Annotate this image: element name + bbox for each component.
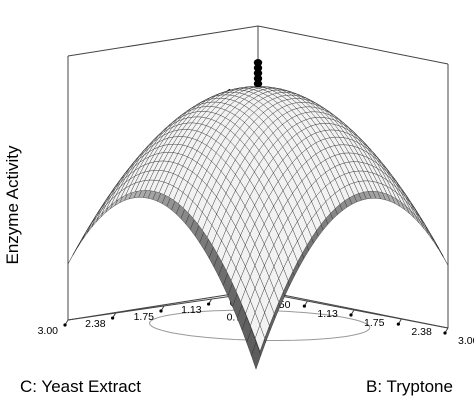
x-axis-title: B: Tryptone (366, 377, 453, 396)
design-point (253, 59, 263, 67)
x-tick-dot (302, 304, 306, 308)
surface-cell (255, 324, 265, 352)
z-axis-title: Enzyme Activity (3, 145, 22, 265)
design-point (253, 80, 263, 88)
response-surface (67, 86, 449, 370)
y-axis-ticks: 0.501.131.752.383.00 (38, 291, 261, 337)
y-tick-label: 1.13 (181, 304, 202, 316)
x-tick-label: 1.13 (317, 308, 338, 320)
design-point (253, 74, 263, 83)
top-edge (257, 25, 449, 65)
surface-cell (87, 216, 97, 233)
x-tick-dot (443, 331, 447, 335)
top-edge (67, 25, 259, 57)
y-tick-dot (159, 309, 163, 313)
contour-line (148, 309, 371, 341)
floor-edge (257, 289, 449, 329)
design-points (253, 59, 263, 88)
y-tick-label: 1.75 (134, 311, 155, 323)
y-axis-title: C: Yeast Extract (20, 377, 141, 396)
design-point (253, 69, 263, 77)
y-tick-dot (63, 323, 67, 327)
floor-edge (67, 289, 259, 321)
x-axis-ticks: 0.501.131.752.383.00 (255, 291, 474, 347)
y-tick-dot (207, 302, 211, 306)
y-tick-dot (111, 316, 115, 320)
x-tick-label: 2.38 (411, 326, 432, 338)
x-tick-dot (396, 322, 400, 326)
x-tick-dot (349, 313, 353, 317)
x-tick-label: 1.75 (364, 317, 385, 329)
design-point (253, 64, 263, 72)
floor-contours (148, 309, 371, 341)
x-tick-label: 3.00 (458, 335, 474, 347)
y-tick-label: 3.00 (38, 325, 59, 337)
y-tick-label: 2.38 (85, 318, 106, 330)
